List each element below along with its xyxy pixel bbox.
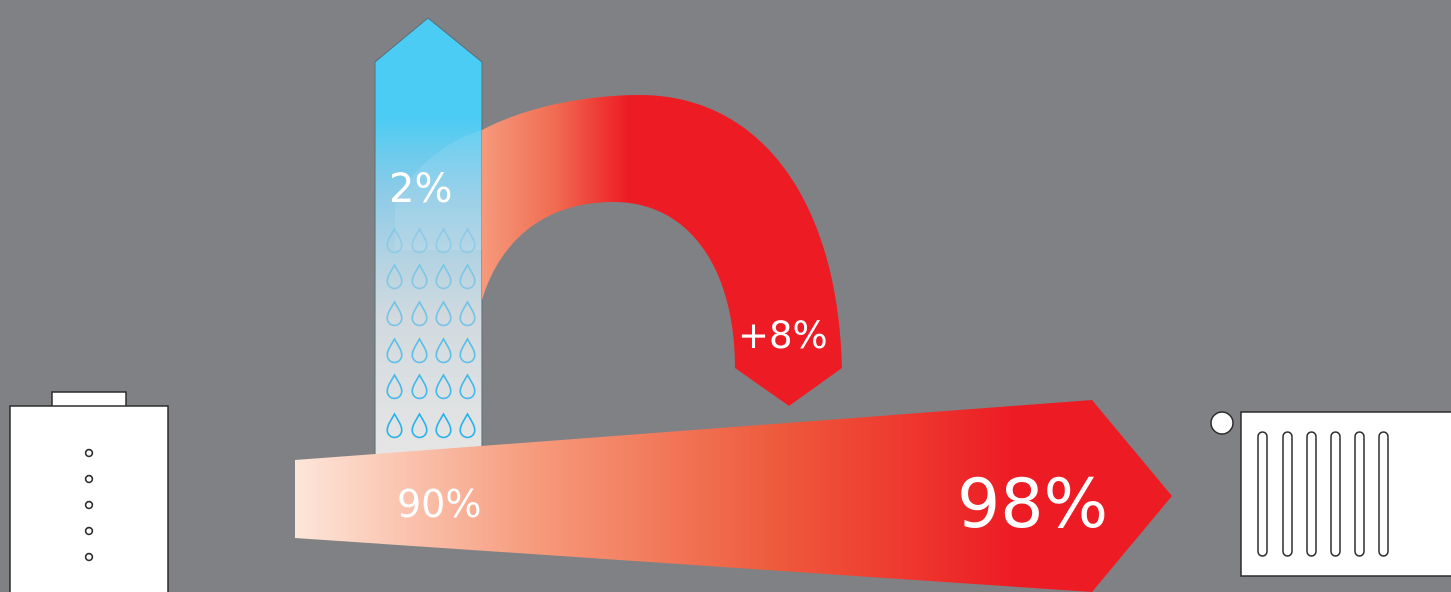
recovered-heat-label: +8% bbox=[738, 314, 828, 357]
vapor-loss-label: 2% bbox=[389, 166, 452, 212]
input-heat-label: 90% bbox=[397, 482, 481, 526]
vapor-arrow-fade bbox=[376, 19, 481, 455]
radiator-icon bbox=[1210, 411, 1451, 577]
arc-vapor-overlap bbox=[395, 130, 482, 250]
main-heat-flow-arrow bbox=[295, 400, 1172, 592]
recovered-heat-arc bbox=[482, 95, 842, 406]
boiler-icon bbox=[9, 391, 169, 592]
output-heat-label: 98% bbox=[957, 465, 1108, 544]
